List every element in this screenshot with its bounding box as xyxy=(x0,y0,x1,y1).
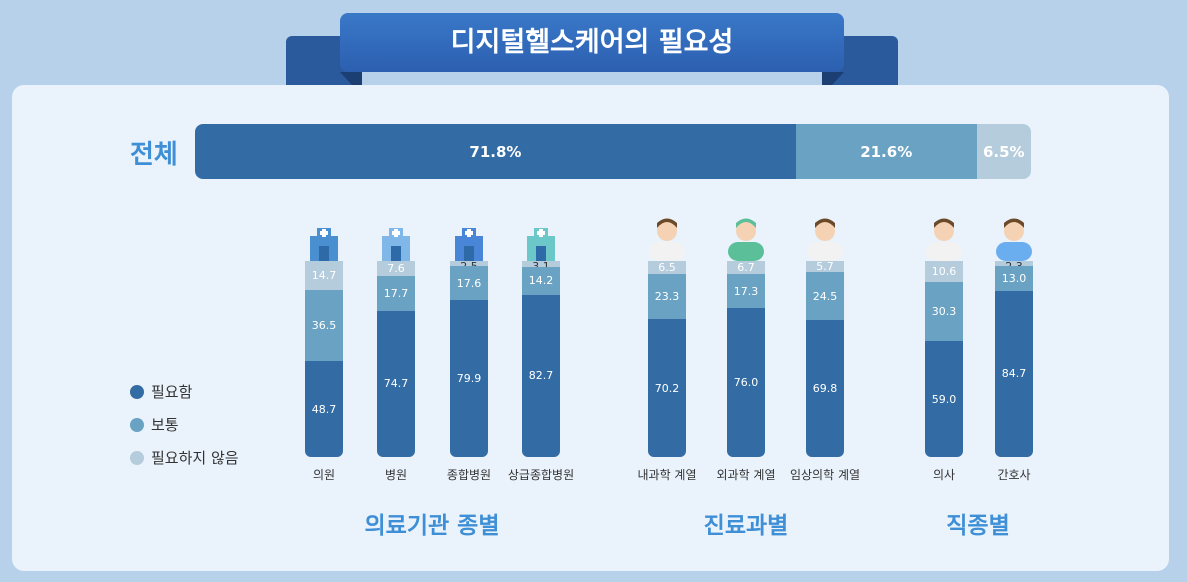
segment-neutral: 14.2 xyxy=(522,267,560,295)
segment-necessary: 48.7 xyxy=(305,361,343,457)
legend-label: 필요하지 않음 xyxy=(151,449,239,467)
segment-necessary: 82.7 xyxy=(522,294,560,457)
category-label: 임상의학 계열 xyxy=(789,468,861,482)
total-segment: 6.5% xyxy=(976,124,1031,179)
surgeon-icon xyxy=(726,214,766,261)
stacked-bar: 5.7 24.5 69.8 xyxy=(806,261,844,457)
segment-neutral: 24.5 xyxy=(806,272,844,321)
total-bar: 71.8% 21.6% 6.5% xyxy=(195,124,1031,179)
doctor-icon xyxy=(924,214,964,261)
stacked-bar: 6.7 17.3 76.0 xyxy=(727,261,765,457)
legend: 필요함 보통 필요하지 않음 xyxy=(130,375,239,474)
segment-neutral: 23.3 xyxy=(648,273,686,320)
legend-dot xyxy=(130,450,144,465)
category-label: 내과학 계열 xyxy=(637,468,697,482)
category-label: 의사 xyxy=(932,468,956,482)
segment-necessary: 74.7 xyxy=(377,310,415,457)
general-hospital-icon xyxy=(449,214,489,261)
segment-unnecessary: 5.7 xyxy=(806,261,844,273)
total-segment: 71.8% xyxy=(195,124,796,179)
legend-dot xyxy=(130,417,144,432)
segment-necessary: 70.2 xyxy=(648,319,686,457)
category-label: 병원 xyxy=(384,468,408,482)
segment-neutral: 17.7 xyxy=(377,275,415,311)
segment-necessary: 84.7 xyxy=(995,290,1033,457)
segment-unnecessary: 10.6 xyxy=(925,261,963,282)
legend-item-necessary: 필요함 xyxy=(130,375,239,408)
internist-icon xyxy=(647,214,687,261)
clinic-icon xyxy=(304,214,344,261)
stacked-bar: 2.517.679.9 xyxy=(450,261,488,457)
category-label: 간호사 xyxy=(997,468,1031,482)
stacked-bar: 6.5 23.3 70.2 xyxy=(648,261,686,457)
legend-label: 보통 xyxy=(151,416,179,434)
segment-unnecessary: 3.1 xyxy=(522,261,560,272)
group-label: 진료과별 xyxy=(703,513,789,539)
category-label: 상급종합병원 xyxy=(507,468,575,482)
total-segment: 21.6% xyxy=(795,124,977,179)
segment-necessary: 79.9 xyxy=(450,300,488,457)
segment-neutral: 30.3 xyxy=(925,281,963,342)
category-label: 외과학 계열 xyxy=(716,468,776,482)
segment-neutral: 17.3 xyxy=(727,274,765,309)
category-label: 종합병원 xyxy=(446,468,492,482)
segment-unnecessary: 14.7 xyxy=(305,261,343,290)
segment-unnecessary: 6.7 xyxy=(727,261,765,275)
group-label: 직종별 xyxy=(946,513,1010,539)
segment-necessary: 76.0 xyxy=(727,308,765,457)
clinical-doctor-icon xyxy=(805,214,845,261)
segment-necessary: 69.8 xyxy=(806,320,844,457)
tertiary-hospital-icon xyxy=(521,214,561,261)
legend-dot xyxy=(130,384,144,399)
total-label: 전체 xyxy=(130,140,178,170)
stacked-bar: 2.313.084.7 xyxy=(995,261,1033,457)
segment-neutral: 36.5 xyxy=(305,289,343,362)
segment-neutral: 17.6 xyxy=(450,265,488,301)
nurse-icon xyxy=(994,214,1034,261)
segment-unnecessary: 7.6 xyxy=(377,261,415,276)
segment-neutral: 13.0 xyxy=(995,265,1033,291)
legend-item-unnecessary: 필요하지 않음 xyxy=(130,441,239,474)
stacked-bar: 3.114.282.7 xyxy=(522,261,560,457)
stacked-bar: 7.6 17.7 74.7 xyxy=(377,261,415,457)
legend-label: 필요함 xyxy=(151,383,193,401)
stacked-bar: 10.6 30.3 59.0 xyxy=(925,261,963,457)
legend-item-neutral: 보통 xyxy=(130,408,239,441)
segment-necessary: 59.0 xyxy=(925,341,963,457)
group-label: 의료기관 종별 xyxy=(364,513,500,539)
category-label: 의원 xyxy=(312,468,336,482)
stacked-bar: 14.7 36.5 48.7 xyxy=(305,261,343,457)
chart-title: 디지털헬스케어의 필요성 xyxy=(340,13,844,72)
segment-unnecessary: 6.5 xyxy=(648,261,686,274)
hospital-icon xyxy=(376,214,416,261)
